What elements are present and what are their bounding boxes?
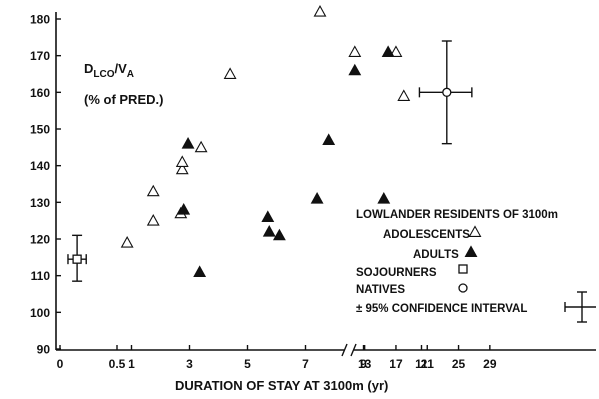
legend-heading: LOWLANDER RESIDENTS OF 3100m [356, 209, 558, 221]
adult-point [177, 203, 191, 215]
x-tick-label: 0 [57, 357, 64, 371]
x-tick-label: 0.5 [109, 357, 126, 371]
adolescent-point [146, 214, 160, 226]
y-tick-label: 160 [30, 86, 50, 100]
adolescent-point [146, 184, 160, 197]
x-tick-label: 17 [389, 357, 403, 371]
adult-point [262, 225, 276, 237]
axis-break-mark [350, 343, 357, 357]
y-tick-label: 140 [30, 159, 50, 173]
y-tick-label: 130 [30, 196, 50, 210]
y-axis-ticks: 90 100 110 120 130 140 150 160 170 180 [30, 13, 61, 357]
x-tick-label: 21 [421, 357, 435, 371]
x-tick-label: 25 [452, 357, 466, 371]
y-axis-unit-label: (% of PRED.) [84, 92, 163, 107]
x-tick-label: 5 [244, 357, 251, 371]
adolescent-point [397, 89, 411, 101]
y-tick-label: 150 [30, 123, 50, 137]
legend-markers [458, 225, 596, 323]
adult-point [322, 133, 336, 145]
legend-marker-open-circle [458, 283, 468, 293]
axes [55, 12, 596, 357]
adolescent-point [175, 162, 189, 175]
x-tick-label: 3 [186, 357, 193, 371]
native-point [442, 87, 452, 97]
legend-label-ci: ± 95% CONFIDENCE INTERVAL [356, 303, 527, 315]
adult-point [272, 228, 286, 241]
legend-marker-open-triangle [468, 225, 482, 237]
y-tick-label: 100 [30, 306, 50, 320]
x-tick-label: 9 [360, 357, 367, 371]
y-tick-label: 170 [30, 49, 50, 63]
axis-break-mark [341, 343, 348, 357]
x-tick-label: 7 [302, 357, 309, 371]
adult-point [261, 210, 275, 222]
legend-label-natives: NATIVES [356, 284, 405, 296]
legend-label-adults: ADULTS [413, 249, 459, 261]
x-tick-label: 1 [128, 357, 135, 371]
y-axis-label: DLCO/VA [84, 61, 134, 80]
data-points [67, 5, 473, 282]
adult-point [381, 45, 395, 57]
adult-point [310, 192, 324, 204]
x-axis-label: DURATION OF STAY AT 3100m (yr) [175, 378, 388, 393]
x-tick-label: 11 [415, 357, 428, 371]
adolescent-point [223, 67, 237, 79]
legend-marker-filled-triangle [464, 245, 478, 257]
legend: LOWLANDER RESIDENTS OF 3100m ADOLESCENTS… [356, 209, 596, 323]
legend-label-adolescents: ADOLESCENTS [383, 229, 470, 241]
x-tick-label: 13 [358, 357, 372, 371]
y-tick-label: 90 [37, 343, 51, 357]
adolescent-point [194, 140, 208, 153]
y-tick-label: 110 [31, 269, 51, 283]
adolescent-point [175, 155, 189, 167]
x-tick-label: 29 [483, 357, 497, 371]
adult-point [193, 265, 207, 277]
adolescent-point [120, 236, 134, 248]
adult-point [377, 192, 391, 204]
y-tick-label: 180 [30, 13, 50, 27]
adult-point [181, 137, 195, 149]
y-tick-label: 120 [30, 233, 50, 247]
adolescent-point [348, 45, 362, 57]
adult-point [348, 63, 362, 76]
adolescent-point [389, 45, 403, 57]
legend-marker-open-square [458, 264, 468, 274]
adolescent-point [313, 5, 327, 17]
legend-label-sojourners: SOJOURNERS [356, 267, 437, 279]
sojourner-point [72, 254, 82, 264]
